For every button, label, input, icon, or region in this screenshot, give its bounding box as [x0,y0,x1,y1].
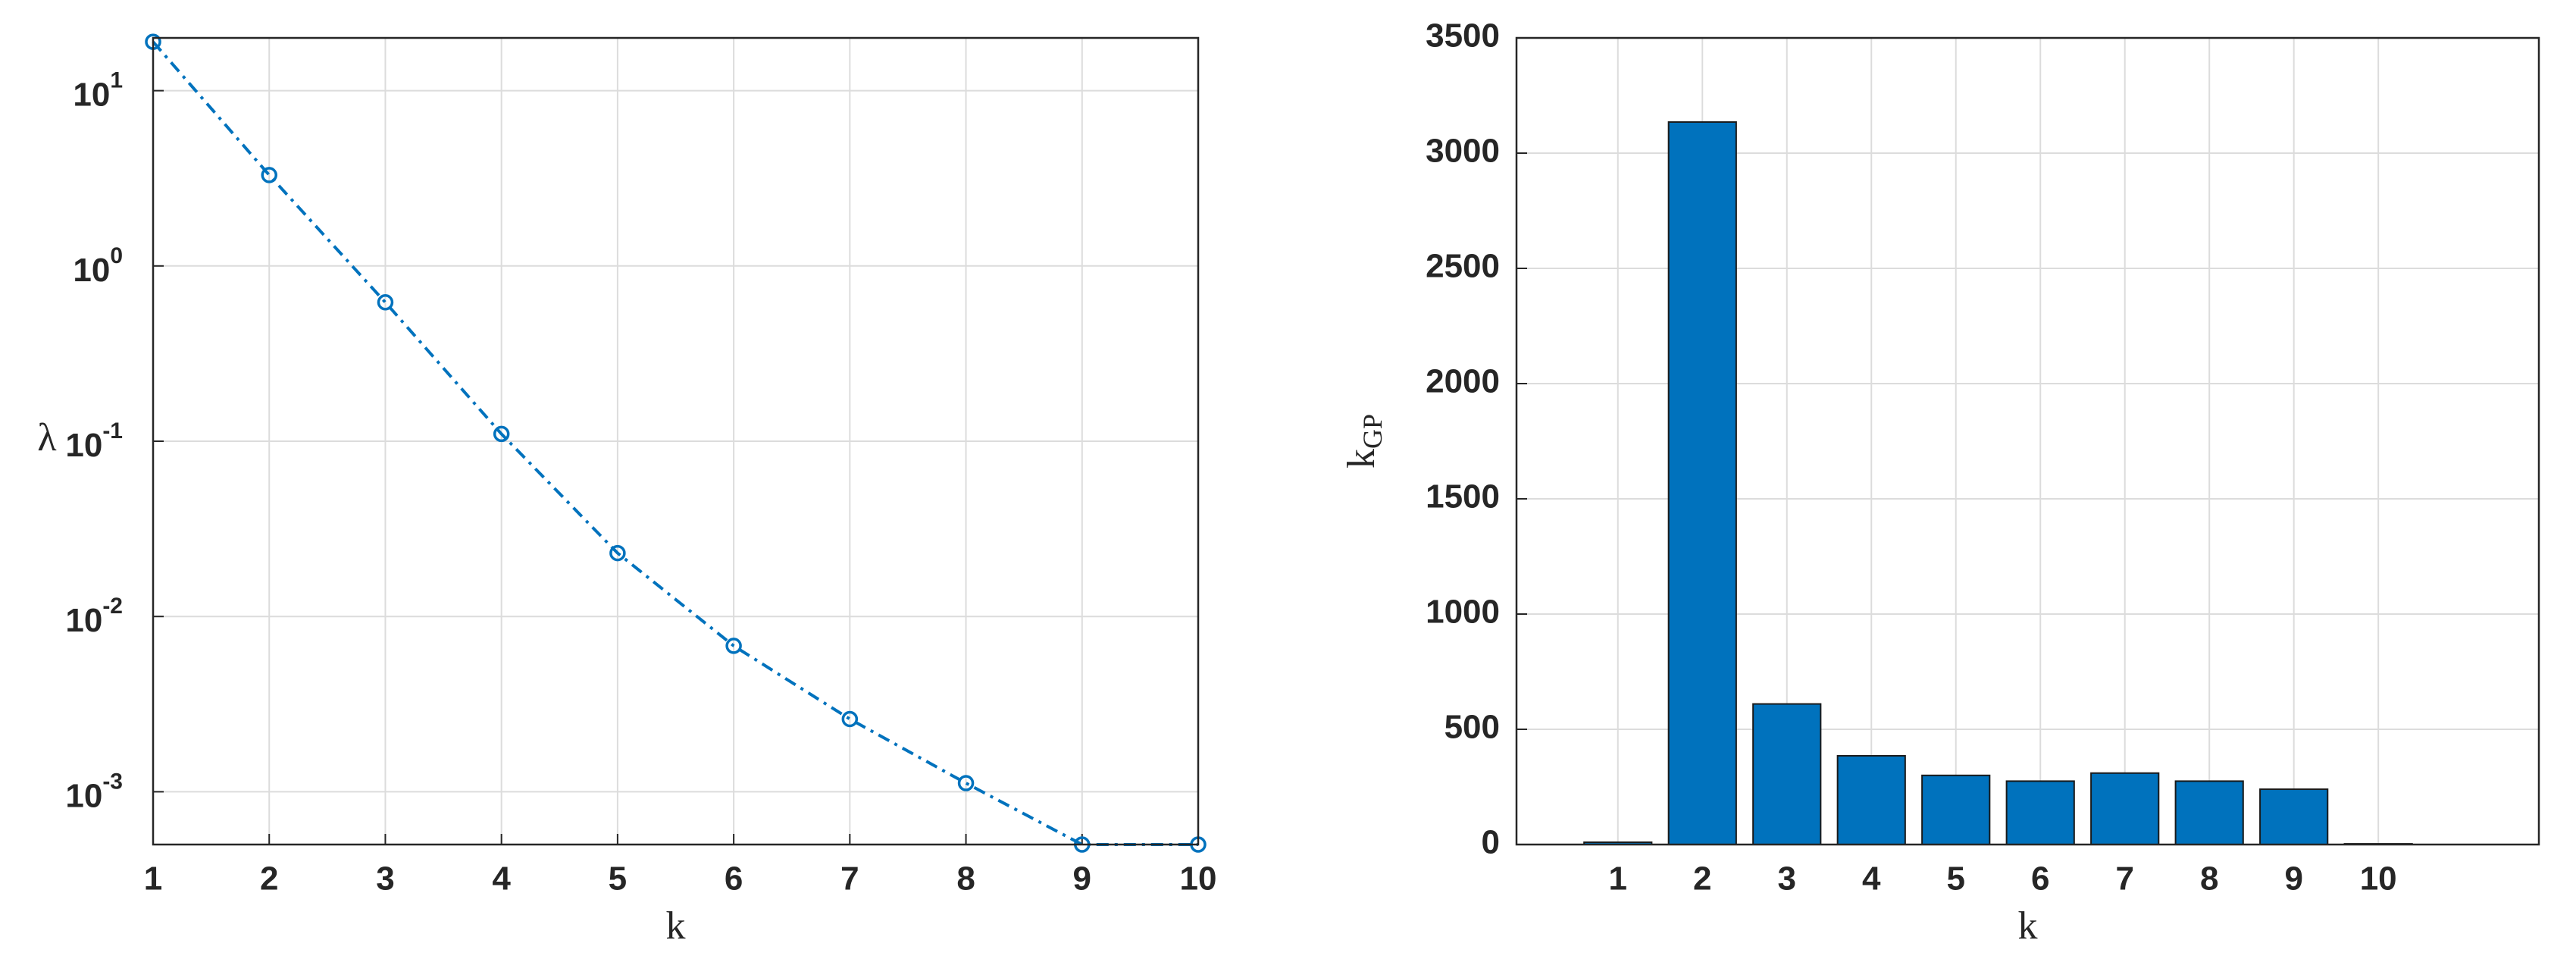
x-tick-label: 4 [1862,860,1881,898]
y-tick-base: 10 [65,602,102,639]
y-tick-base: 10 [73,251,110,288]
y-tick-label: 101 [73,68,123,114]
x-tick-label: 9 [1073,860,1091,898]
y-tick-exponent: -1 [102,418,123,443]
marker [377,294,394,311]
line [152,40,1198,846]
y-tick-label: 1500 [1426,478,1500,516]
y-axis-label: λ [37,416,56,459]
bar [1667,121,1737,845]
y-tick-exponent: 1 [110,68,123,93]
bar [2259,788,2329,846]
x-tick-label: 5 [1946,860,1964,898]
bar [1836,754,1906,846]
x-tick-label: 10 [2360,860,2397,898]
x-tick-label: 1 [1609,860,1627,898]
plot-frame [1515,36,2540,846]
marker [841,710,859,728]
x-tick-label: 9 [2284,860,2302,898]
y-tick-label: 10-2 [65,594,123,639]
x-axis-label: k [2018,904,2038,948]
y-tick-label: 2000 [1426,363,1500,400]
x-tick-label: 7 [840,860,859,898]
y-tick-label: 0 [1482,824,1500,861]
y-tick-exponent: -2 [102,594,123,619]
x-tick-label: 3 [1778,860,1796,898]
x-tick-label: 10 [1180,860,1217,898]
y-tick-exponent: -3 [102,769,123,794]
bar [2005,780,2075,846]
y-tick-label: 1000 [1426,594,1500,631]
x-tick-label: 6 [2031,860,2049,898]
y-tick-label: 2500 [1426,248,1500,285]
y-tick-label: 3000 [1426,133,1500,170]
x-tick-label: 5 [609,860,627,898]
bar [2090,772,2160,846]
y-tick-base: 10 [65,427,102,464]
y-tick-base: 10 [65,777,102,814]
bar [2174,780,2244,846]
y-axis-label: kGP [1340,414,1388,469]
y-tick-exponent: 0 [110,243,123,268]
y-tick-label: 10-3 [65,769,123,814]
x-tick-label: 1 [144,860,162,898]
x-tick-label: 7 [2115,860,2133,898]
x-axis-label: k [666,904,686,948]
marker [261,167,277,183]
x-tick-label: 3 [376,860,394,898]
x-tick-label: 6 [725,860,743,898]
y-tick-label: 10-1 [65,418,123,464]
x-tick-label: 2 [260,860,278,898]
y-tick-base: 10 [73,76,110,113]
marker [725,638,742,654]
x-tick-label: 8 [956,860,975,898]
y-axis-label-main: k [1340,449,1383,469]
y-tick-label: 500 [1445,709,1500,746]
x-tick-label: 2 [1693,860,1711,898]
plot-frame [152,36,1200,846]
y-tick-label: 100 [73,243,123,289]
bar [1752,703,1822,845]
x-tick-label: 4 [492,860,511,898]
bar [1921,774,1991,845]
y-tick-label: 3500 [1426,17,1500,55]
marker [493,425,510,443]
marker [609,544,626,562]
x-tick-label: 8 [2200,860,2218,898]
marker [957,775,975,791]
y-axis-label-sub: GP [1357,414,1388,449]
